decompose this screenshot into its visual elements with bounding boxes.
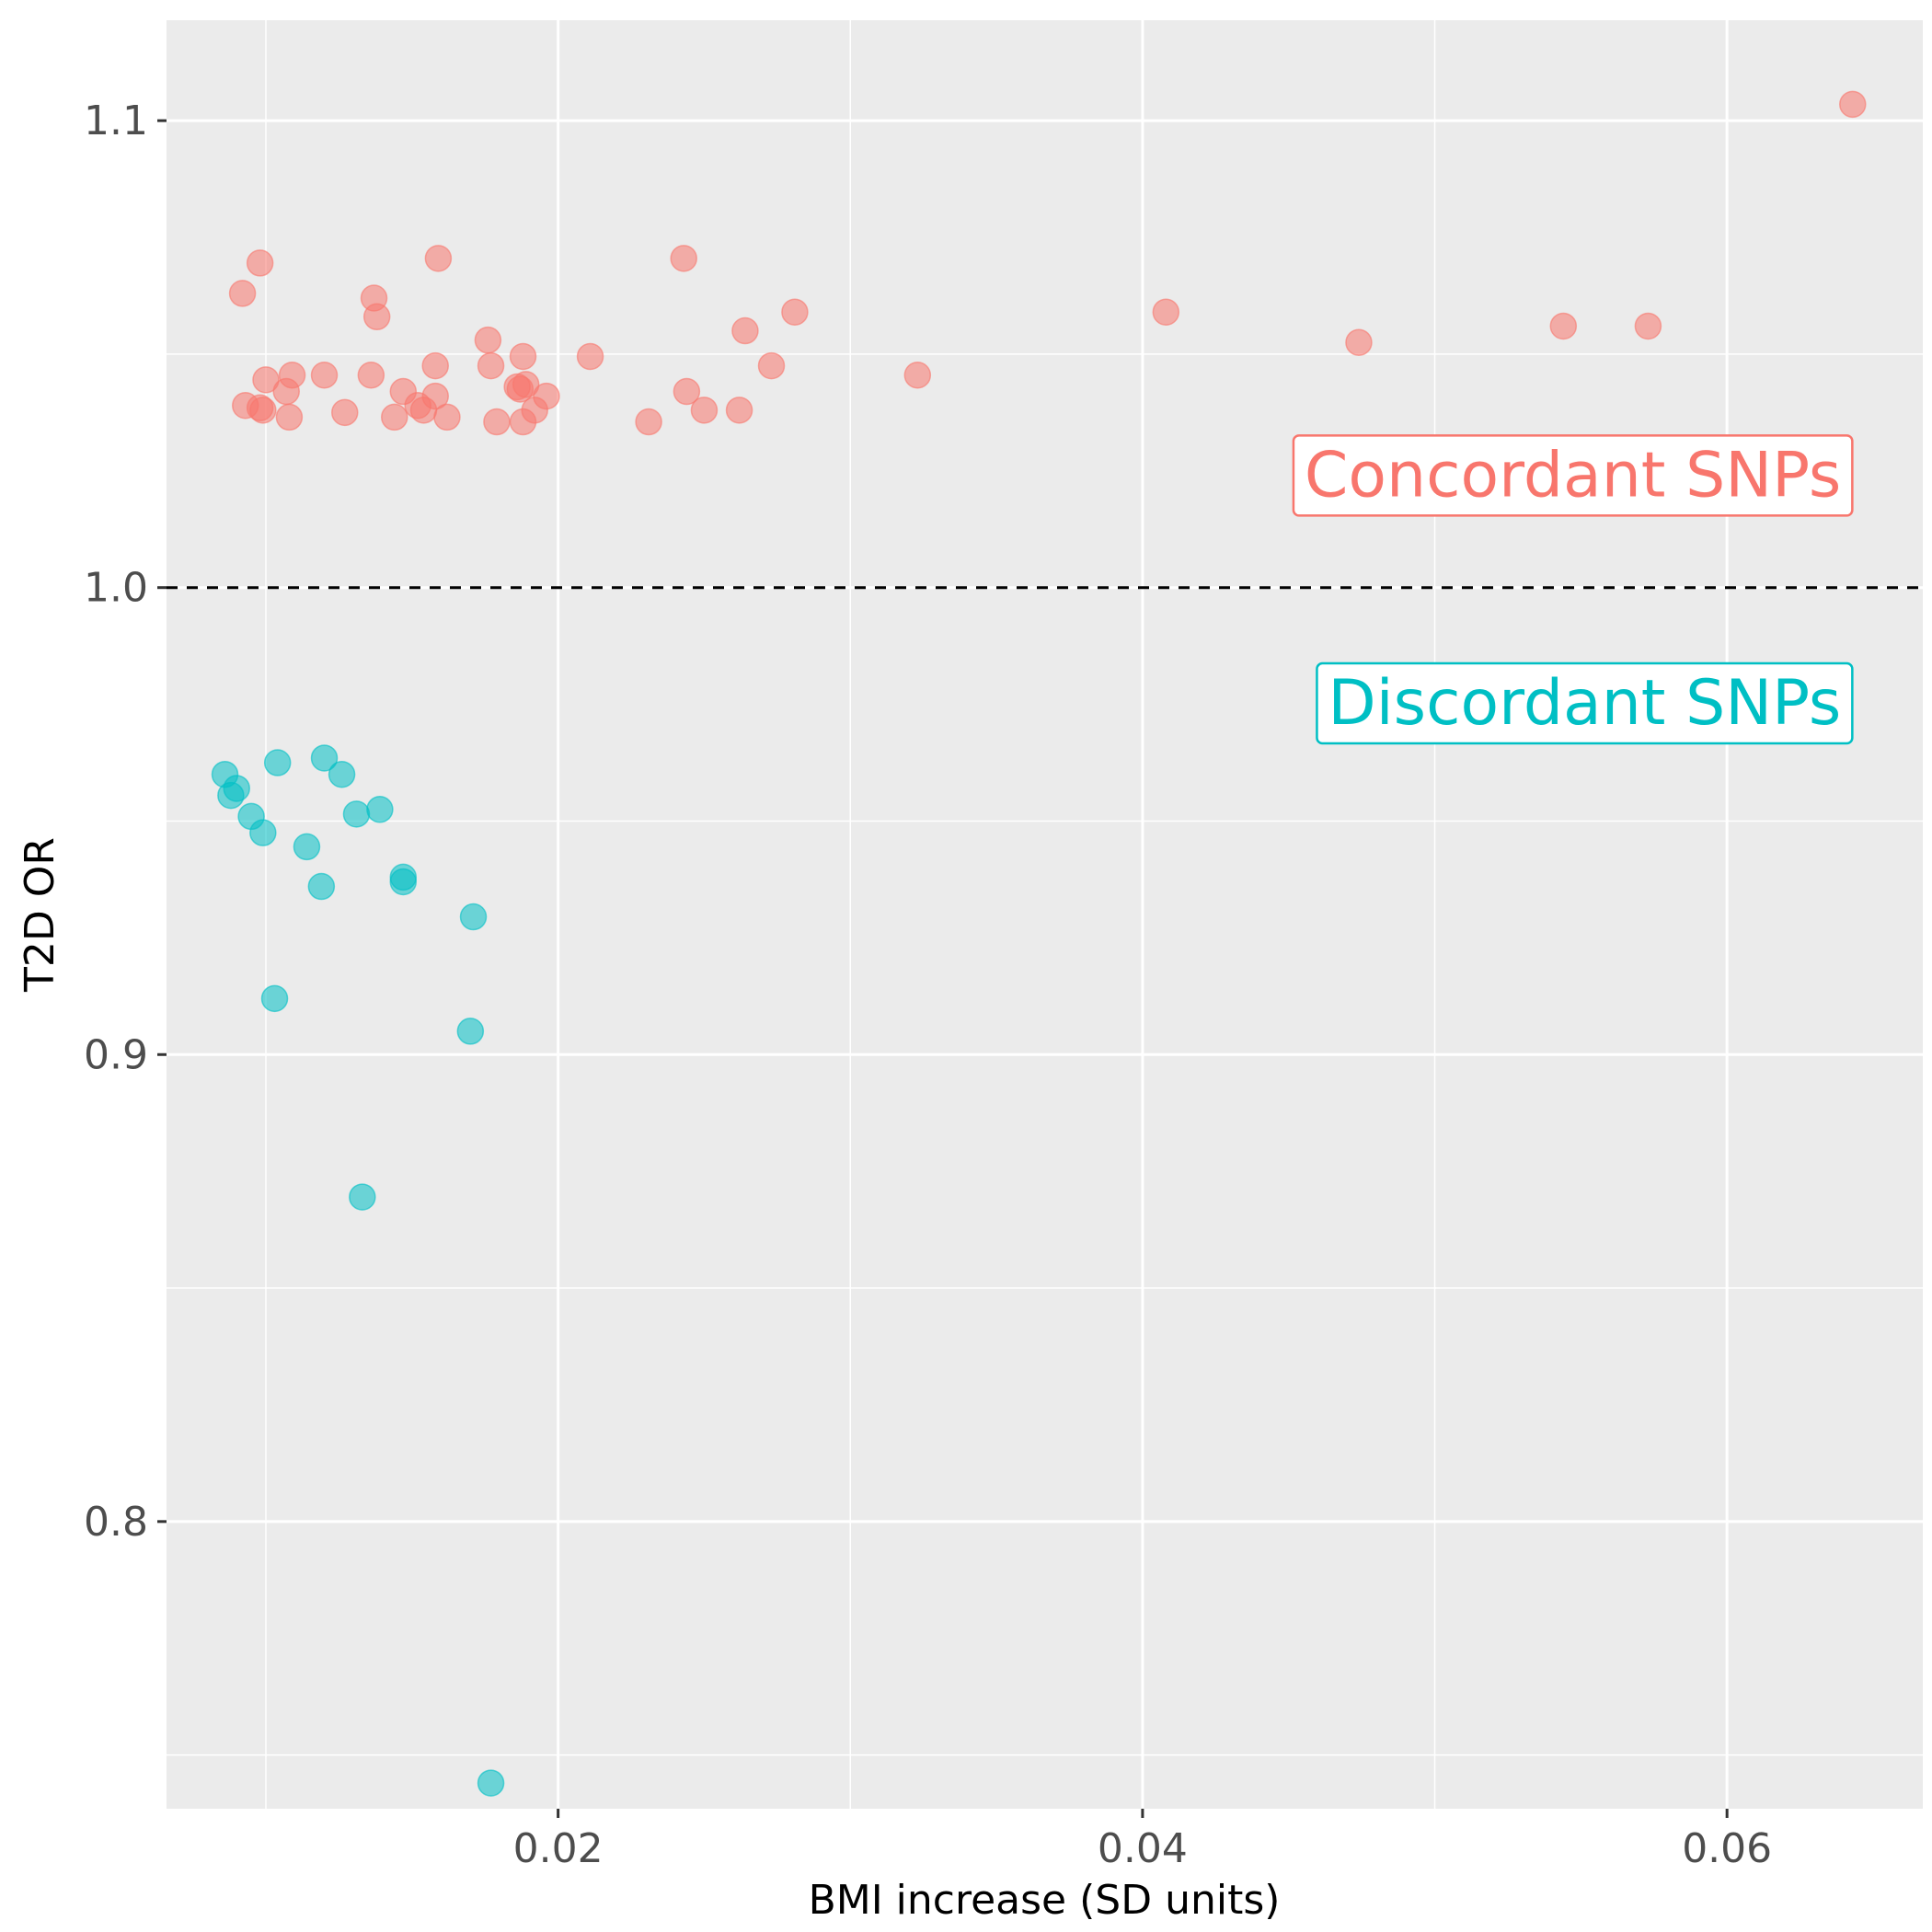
annotation-box bbox=[1316, 661, 1854, 745]
data-point-series-0 bbox=[1549, 312, 1578, 340]
y-axis: 0.8 0.9 1.0 1.1 bbox=[84, 98, 167, 1546]
data-point-series-0 bbox=[757, 351, 786, 380]
annotation-label: Discordant SNPs bbox=[1316, 661, 1854, 745]
data-point-series-0 bbox=[424, 245, 453, 272]
data-point-series-0 bbox=[252, 366, 280, 394]
plot-panel bbox=[167, 20, 1923, 1809]
data-point-series-1 bbox=[293, 833, 321, 861]
data-point-series-1 bbox=[366, 796, 394, 823]
data-point-series-0 bbox=[1345, 328, 1373, 356]
data-points bbox=[211, 90, 1867, 1797]
data-point-series-1 bbox=[456, 1018, 485, 1045]
y-tick-label: 0.8 bbox=[84, 1499, 148, 1546]
data-point-series-1 bbox=[263, 749, 292, 776]
data-point-series-0 bbox=[690, 397, 719, 424]
data-point-series-0 bbox=[673, 377, 701, 406]
data-point-series-0 bbox=[310, 362, 339, 389]
data-point-series-0 bbox=[635, 408, 662, 436]
data-point-series-0 bbox=[357, 362, 385, 389]
data-point-series-0 bbox=[278, 362, 306, 389]
data-point-series-0 bbox=[421, 382, 449, 410]
data-point-series-0 bbox=[249, 397, 277, 424]
y-tick-label: 1.0 bbox=[84, 565, 148, 612]
data-point-series-1 bbox=[310, 744, 339, 772]
data-point-series-0 bbox=[381, 403, 408, 431]
x-axis: 0.02 0.04 0.06 bbox=[513, 1809, 1772, 1872]
annotation-text: Discordant SNPs bbox=[1328, 667, 1841, 740]
data-point-series-1 bbox=[249, 819, 277, 846]
data-point-series-0 bbox=[246, 249, 274, 277]
annotation-box bbox=[1292, 434, 1854, 517]
data-point-series-1 bbox=[260, 984, 289, 1013]
data-point-series-1 bbox=[223, 775, 250, 802]
data-point-series-1 bbox=[328, 760, 356, 788]
y-tick-label: 0.9 bbox=[84, 1031, 148, 1078]
data-point-series-0 bbox=[576, 342, 604, 371]
data-point-series-0 bbox=[477, 351, 505, 380]
annotation-labels: Concordant SNPs Discordant SNPs bbox=[1292, 434, 1854, 745]
data-point-series-0 bbox=[533, 382, 560, 410]
data-point-series-1 bbox=[389, 868, 418, 896]
data-point-series-0 bbox=[781, 298, 809, 326]
data-point-series-0 bbox=[331, 398, 359, 427]
data-point-series-0 bbox=[483, 408, 511, 436]
data-point-series-0 bbox=[1152, 298, 1180, 326]
data-point-series-0 bbox=[731, 316, 759, 345]
annotation-text: Concordant SNPs bbox=[1305, 439, 1841, 512]
y-axis-title: T2D OR bbox=[17, 837, 63, 993]
data-point-series-0 bbox=[474, 326, 502, 354]
data-point-series-0 bbox=[670, 245, 697, 272]
data-point-series-1 bbox=[342, 800, 371, 828]
data-point-series-1 bbox=[477, 1769, 505, 1797]
data-point-series-1 bbox=[307, 872, 336, 901]
data-point-series-0 bbox=[275, 403, 304, 431]
x-tick-label: 0.06 bbox=[1682, 1825, 1772, 1872]
data-point-series-0 bbox=[421, 351, 449, 380]
annotation-label: Concordant SNPs bbox=[1292, 434, 1854, 517]
data-point-series-0 bbox=[725, 397, 753, 424]
data-point-series-0 bbox=[509, 342, 537, 371]
data-point-series-1 bbox=[349, 1183, 376, 1211]
y-tick-label: 1.1 bbox=[84, 98, 148, 144]
data-point-series-0 bbox=[228, 280, 257, 307]
data-point-series-0 bbox=[433, 403, 461, 431]
x-tick-label: 0.02 bbox=[513, 1825, 604, 1872]
minor-gridlines bbox=[167, 20, 1923, 1809]
data-point-series-0 bbox=[1839, 90, 1867, 119]
data-point-series-0 bbox=[1634, 312, 1662, 340]
x-axis-title: BMI increase (SD units) bbox=[809, 1877, 1281, 1924]
data-point-series-0 bbox=[362, 303, 391, 331]
data-point-series-0 bbox=[512, 371, 540, 398]
x-tick-label: 0.04 bbox=[1098, 1825, 1188, 1872]
data-point-series-1 bbox=[459, 903, 488, 931]
data-point-series-0 bbox=[903, 362, 932, 389]
